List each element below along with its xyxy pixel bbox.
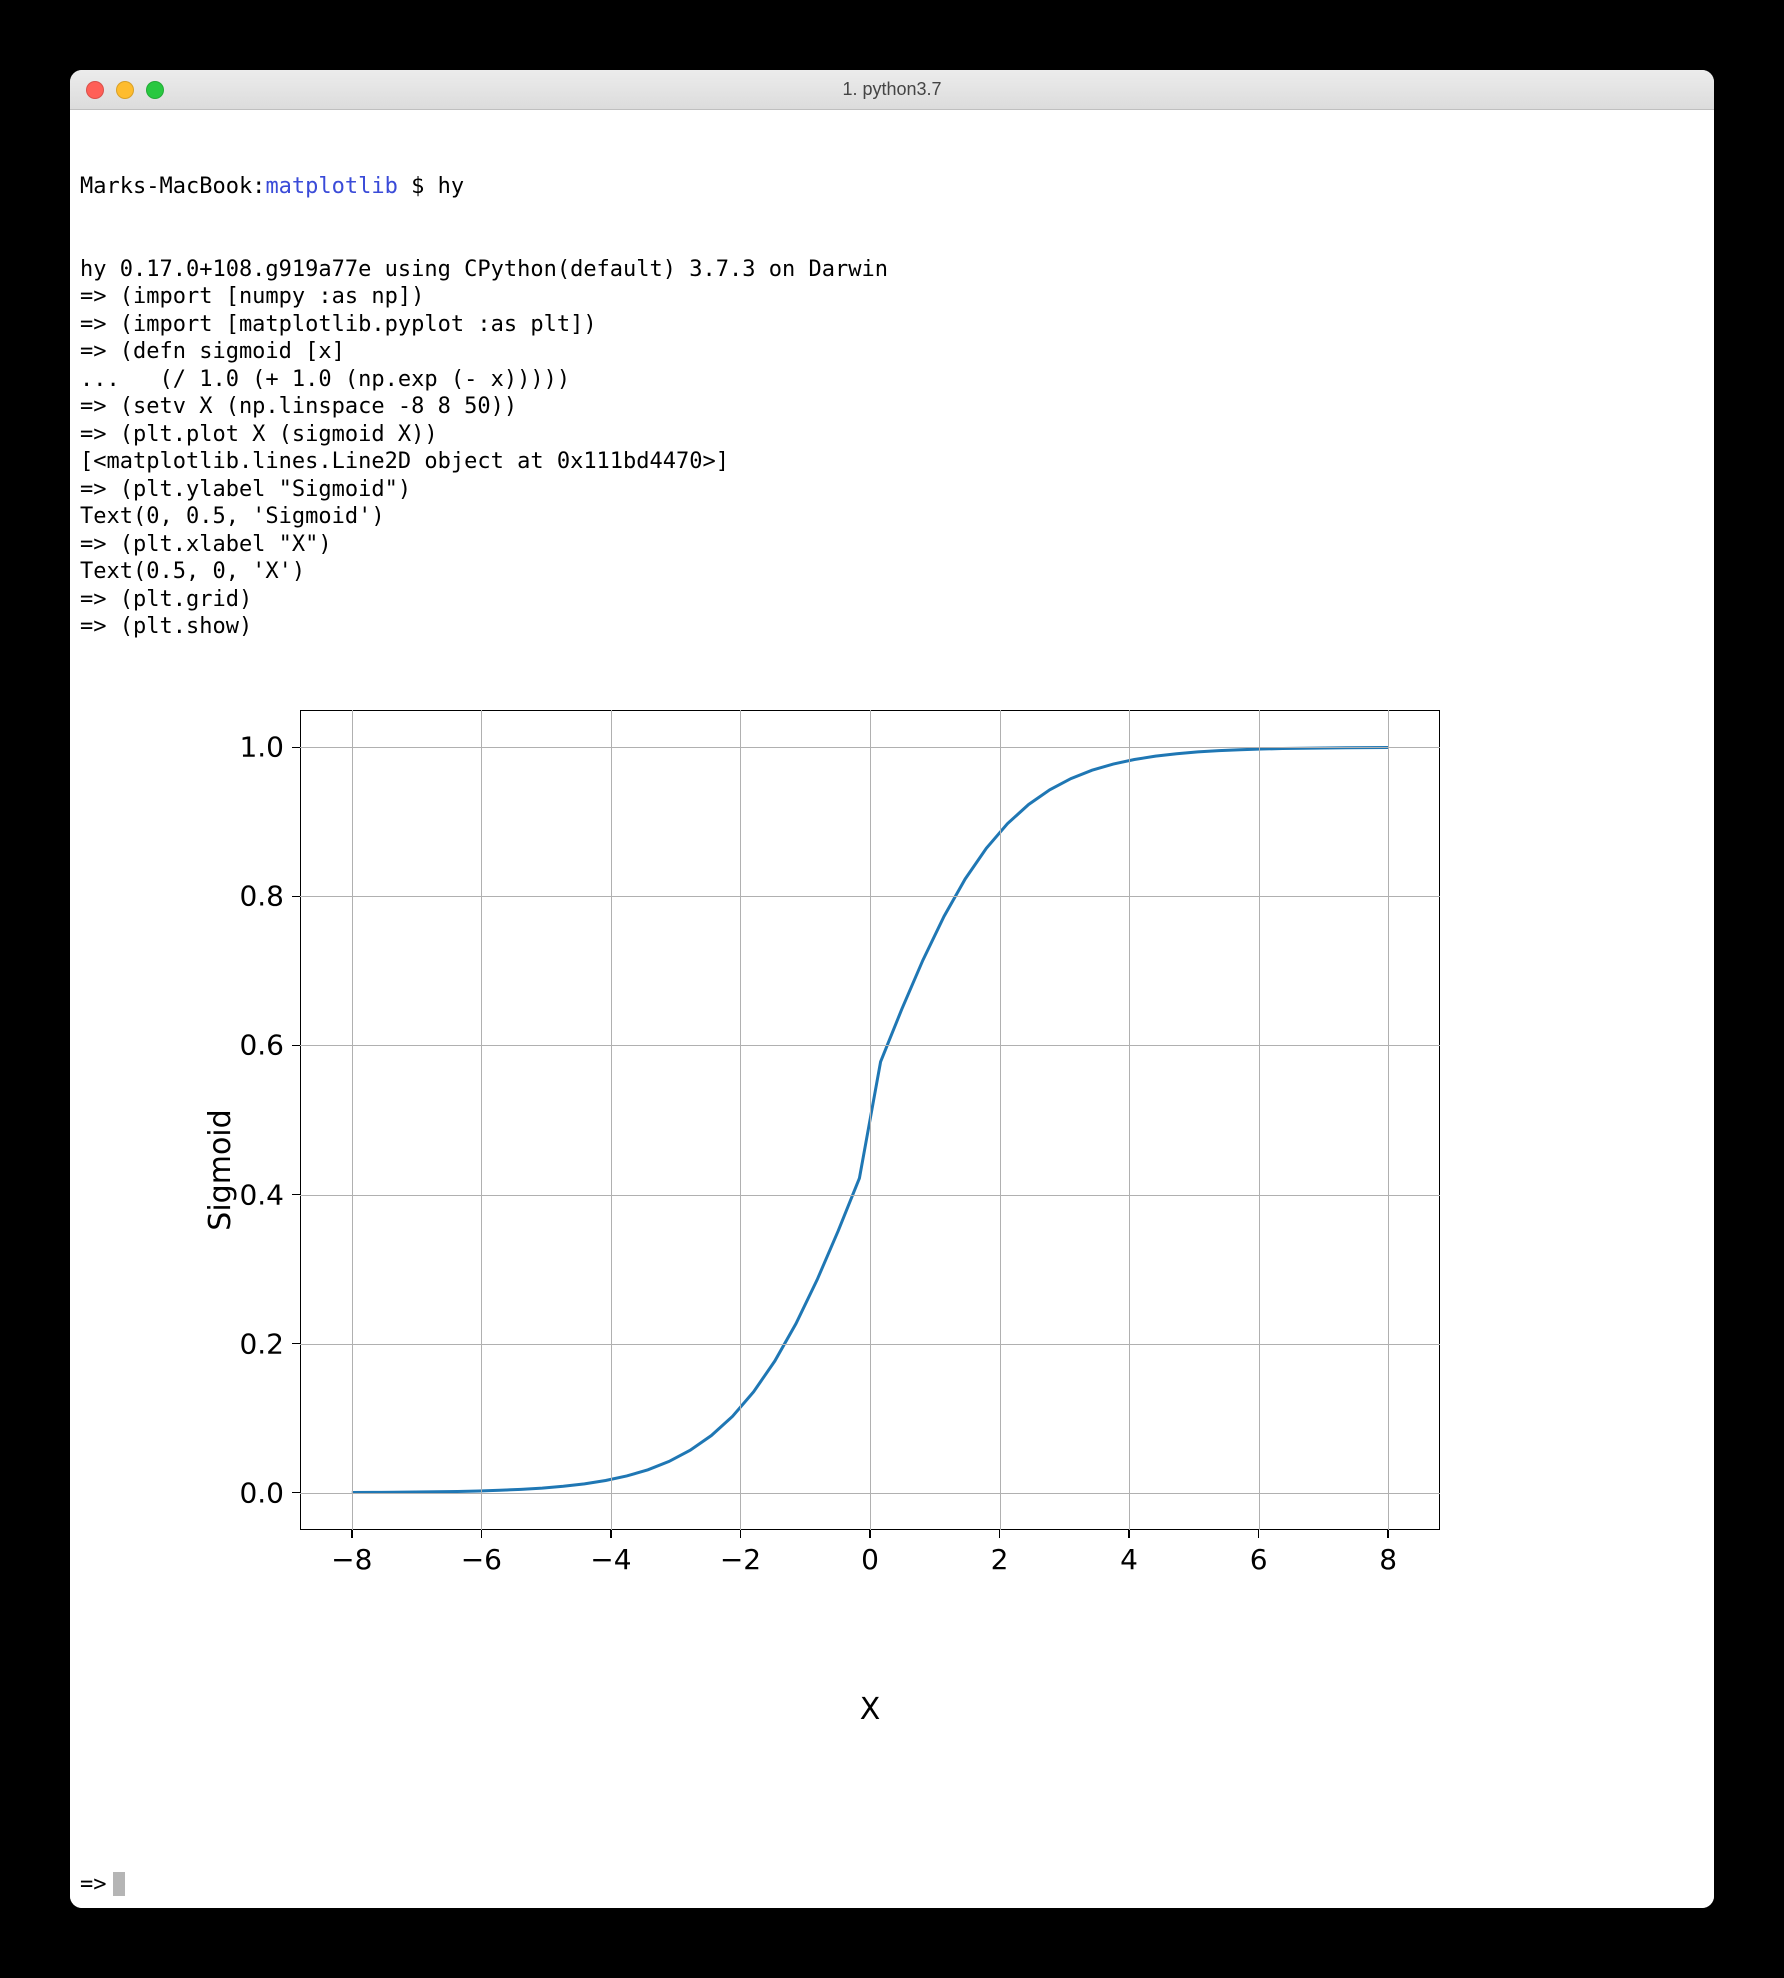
terminal-body[interactable]: Marks-MacBook:matplotlib $ hy hy 0.17.0+… — [70, 110, 1714, 1908]
minimize-icon[interactable] — [116, 81, 134, 99]
gridline-vertical — [1259, 710, 1260, 1530]
gridline-vertical — [870, 710, 871, 1530]
working-dir: matplotlib — [265, 174, 397, 199]
gridline-vertical — [611, 710, 612, 1530]
x-axis-label: X — [860, 1691, 881, 1729]
x-tick — [351, 1530, 353, 1538]
x-tick — [610, 1530, 612, 1538]
terminal-line: ... (/ 1.0 (+ 1.0 (np.exp (- x))))) — [80, 366, 1704, 394]
x-tick-label: −8 — [331, 1542, 372, 1577]
terminal-line: => (defn sigmoid [x] — [80, 338, 1704, 366]
terminal-line: Text(0.5, 0, 'X') — [80, 558, 1704, 586]
gridline-horizontal — [300, 1493, 1440, 1494]
y-tick-label: 0.2 — [239, 1326, 284, 1361]
x-tick-label: 8 — [1379, 1542, 1397, 1577]
y-tick-label: 0.8 — [239, 879, 284, 914]
y-tick — [292, 1045, 300, 1047]
terminal-line: => (import [matplotlib.pyplot :as plt]) — [80, 311, 1704, 339]
close-icon[interactable] — [86, 81, 104, 99]
maximize-icon[interactable] — [146, 81, 164, 99]
window-titlebar[interactable]: 1. python3.7 — [70, 70, 1714, 110]
x-tick-label: 0 — [861, 1542, 879, 1577]
prompt-cmd: $ hy — [398, 174, 464, 199]
gridline-horizontal — [300, 1045, 1440, 1046]
terminal-line: => (plt.ylabel "Sigmoid") — [80, 476, 1704, 504]
terminal-line: => (plt.xlabel "X") — [80, 531, 1704, 559]
gridline-horizontal — [300, 1195, 1440, 1196]
gridline-vertical — [1129, 710, 1130, 1530]
gridline-horizontal — [300, 1344, 1440, 1345]
y-tick-label: 1.0 — [239, 730, 284, 765]
cursor-icon — [113, 1872, 125, 1896]
gridline-vertical — [352, 710, 353, 1530]
traffic-lights — [70, 81, 164, 99]
x-tick — [740, 1530, 742, 1538]
terminal-prompt-line: Marks-MacBook:matplotlib $ hy — [80, 173, 1704, 201]
terminal-line: => (plt.show) — [80, 613, 1704, 641]
x-tick — [869, 1530, 871, 1538]
window-title: 1. python3.7 — [70, 79, 1714, 100]
terminal-line: hy 0.17.0+108.g919a77e using CPython(def… — [80, 256, 1704, 284]
x-tick — [481, 1530, 483, 1538]
y-tick-label: 0.6 — [239, 1028, 284, 1063]
terminal-input-prompt[interactable]: => — [80, 1871, 125, 1899]
gridline-vertical — [740, 710, 741, 1530]
terminal-window: 1. python3.7 Marks-MacBook:matplotlib $ … — [70, 70, 1714, 1908]
y-tick — [292, 1194, 300, 1196]
gridline-horizontal — [300, 747, 1440, 748]
x-tick-label: −2 — [720, 1542, 761, 1577]
gridline-vertical — [481, 710, 482, 1530]
y-tick — [292, 896, 300, 898]
terminal-line: => (plt.grid) — [80, 586, 1704, 614]
x-tick-label: 4 — [1120, 1542, 1138, 1577]
terminal-line: => (setv X (np.linspace -8 8 50)) — [80, 393, 1704, 421]
terminal-line: => (import [numpy :as np]) — [80, 283, 1704, 311]
gridline-horizontal — [300, 896, 1440, 897]
x-tick-label: −4 — [590, 1542, 631, 1577]
gridline-vertical — [1388, 710, 1389, 1530]
y-tick-label: 0.4 — [239, 1177, 284, 1212]
x-tick-label: 2 — [991, 1542, 1009, 1577]
y-tick — [292, 747, 300, 749]
gridline-vertical — [1000, 710, 1001, 1530]
x-tick-label: 6 — [1250, 1542, 1268, 1577]
terminal-line: => (plt.plot X (sigmoid X)) — [80, 421, 1704, 449]
y-axis-label: Sigmoid — [202, 1109, 240, 1230]
x-tick — [999, 1530, 1001, 1538]
terminal-output: hy 0.17.0+108.g919a77e using CPython(def… — [80, 256, 1704, 641]
y-tick-label: 0.0 — [239, 1475, 284, 1510]
terminal-line: [<matplotlib.lines.Line2D object at 0x11… — [80, 448, 1704, 476]
x-tick — [1128, 1530, 1130, 1538]
y-tick — [292, 1492, 300, 1494]
x-tick-label: −6 — [461, 1542, 502, 1577]
prompt-symbol: => — [80, 1871, 107, 1899]
chart-container: Sigmoid −8−6−4−2024680.00.20.40.60.81.0 … — [190, 690, 1480, 1650]
y-tick — [292, 1343, 300, 1345]
terminal-line: Text(0, 0.5, 'Sigmoid') — [80, 503, 1704, 531]
hostname: Marks-MacBook: — [80, 174, 265, 199]
plot-area: −8−6−4−2024680.00.20.40.60.81.0 — [300, 710, 1440, 1530]
x-tick — [1387, 1530, 1389, 1538]
x-tick — [1258, 1530, 1260, 1538]
